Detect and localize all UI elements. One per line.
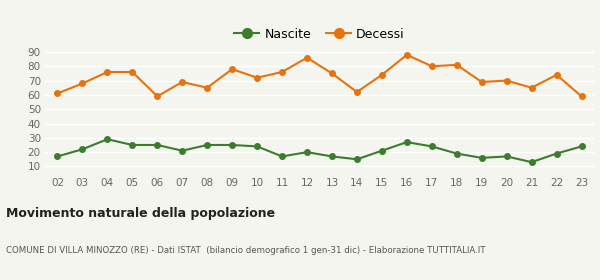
Legend: Nascite, Decessi: Nascite, Decessi [229, 23, 410, 46]
Text: Movimento naturale della popolazione: Movimento naturale della popolazione [6, 207, 275, 220]
Text: COMUNE DI VILLA MINOZZO (RE) - Dati ISTAT  (bilancio demografico 1 gen-31 dic) -: COMUNE DI VILLA MINOZZO (RE) - Dati ISTA… [6, 246, 485, 255]
